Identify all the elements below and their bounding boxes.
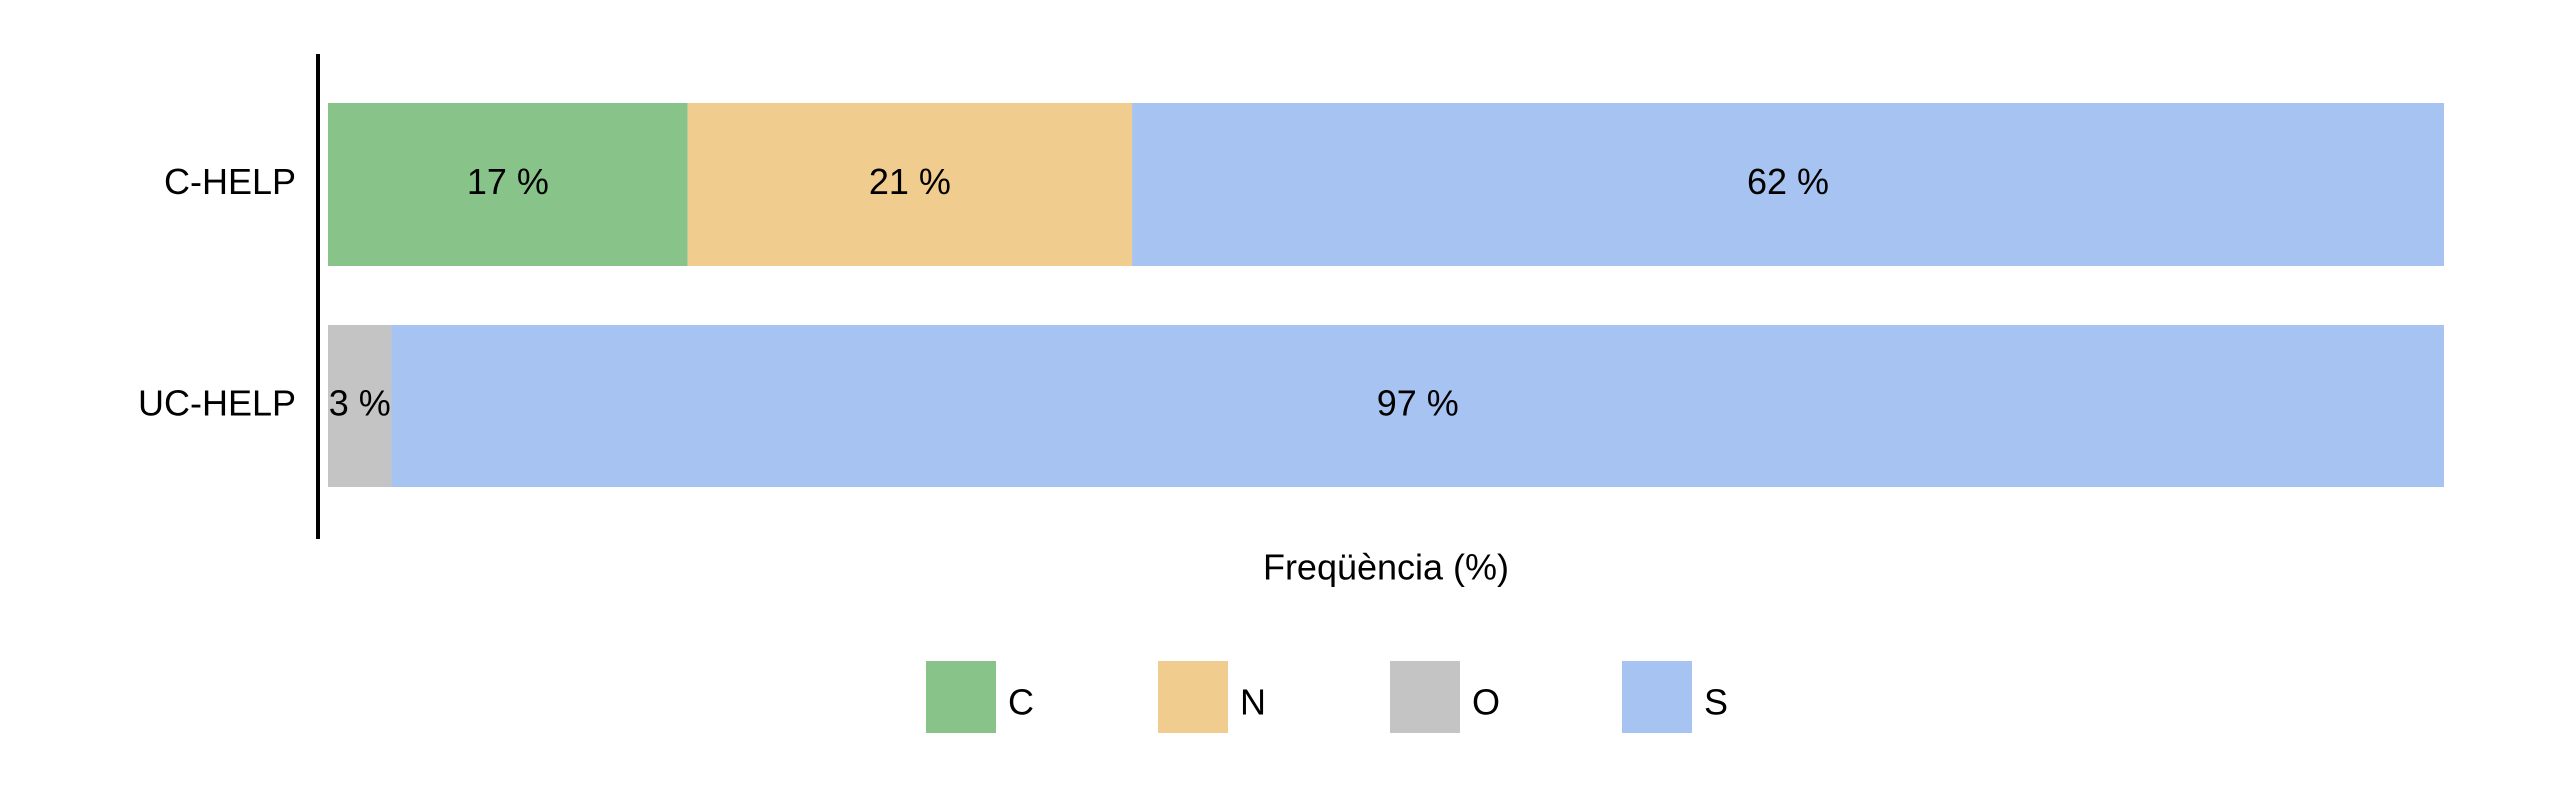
legend-swatch (1158, 661, 1228, 733)
data-label: 97 % (1377, 383, 1459, 424)
y-tick-label: UC-HELP (138, 383, 296, 424)
x-axis-label: Freqüència (%) (1263, 547, 1509, 588)
legend-label: N (1240, 682, 1266, 723)
bar-segment (328, 103, 688, 266)
legend-label: S (1704, 682, 1728, 723)
legend-swatch (1622, 661, 1692, 733)
data-label: 62 % (1747, 161, 1829, 202)
bar-segment (391, 325, 2445, 487)
legend-swatch (1390, 661, 1460, 733)
data-label: 21 % (869, 161, 951, 202)
data-label: 3 % (329, 383, 391, 424)
bar-segment (328, 325, 392, 487)
bar-segment (687, 103, 1133, 266)
data-label: 17 % (467, 161, 549, 202)
legend-swatch (926, 661, 996, 733)
legend-label: O (1472, 682, 1500, 723)
legend-label: C (1008, 682, 1034, 723)
bar-segment (1132, 103, 2444, 266)
y-tick-label: C-HELP (164, 161, 296, 202)
